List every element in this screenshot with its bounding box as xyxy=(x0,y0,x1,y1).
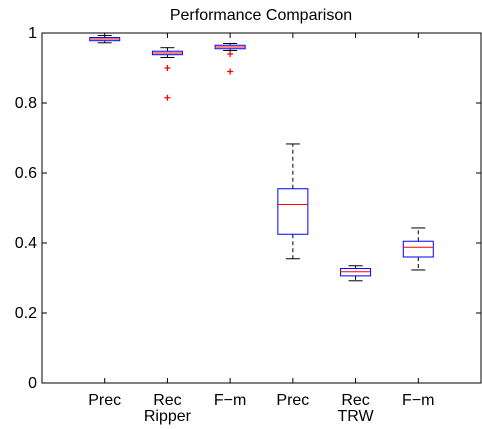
y-axis: 0 0.2 0.4 0.6 0.8 1 xyxy=(15,25,481,392)
outlier-marker xyxy=(164,94,171,101)
x-tick-label: Rec xyxy=(341,392,369,409)
box-2 xyxy=(151,47,183,101)
y-tick-label: 0.4 xyxy=(15,235,37,252)
box-1 xyxy=(89,34,121,44)
y-tick-label: 0 xyxy=(28,375,37,392)
y-tick-label: 0.8 xyxy=(15,95,37,112)
iqr-box xyxy=(277,188,309,235)
y-tick-label: 0.6 xyxy=(15,165,37,182)
box-3 xyxy=(214,43,246,75)
box-6 xyxy=(402,227,434,271)
box-4 xyxy=(277,143,309,260)
outlier-marker xyxy=(164,65,171,71)
iqr-box xyxy=(402,240,434,258)
x-axis: Prec Rec F−m Prec Rec F−m Ripper TRW xyxy=(88,33,435,425)
iqr-box xyxy=(340,268,372,277)
x-tick-label: Prec xyxy=(88,392,121,409)
group-label: Ripper xyxy=(144,408,192,425)
x-tick-label: Rec xyxy=(153,392,181,409)
box-5 xyxy=(340,265,372,282)
x-tick-label: F−m xyxy=(214,392,246,409)
chart-title: Performance Comparison xyxy=(170,7,352,24)
plot-area xyxy=(41,32,482,384)
group-label: TRW xyxy=(338,408,375,425)
outlier-marker xyxy=(227,51,234,57)
y-tick-label: 1 xyxy=(28,25,37,42)
y-tick-label: 0.2 xyxy=(15,305,37,322)
boxes xyxy=(89,34,434,282)
outlier-marker xyxy=(227,68,234,75)
x-tick-label: F−m xyxy=(402,392,434,409)
x-tick-label: Prec xyxy=(276,392,309,409)
